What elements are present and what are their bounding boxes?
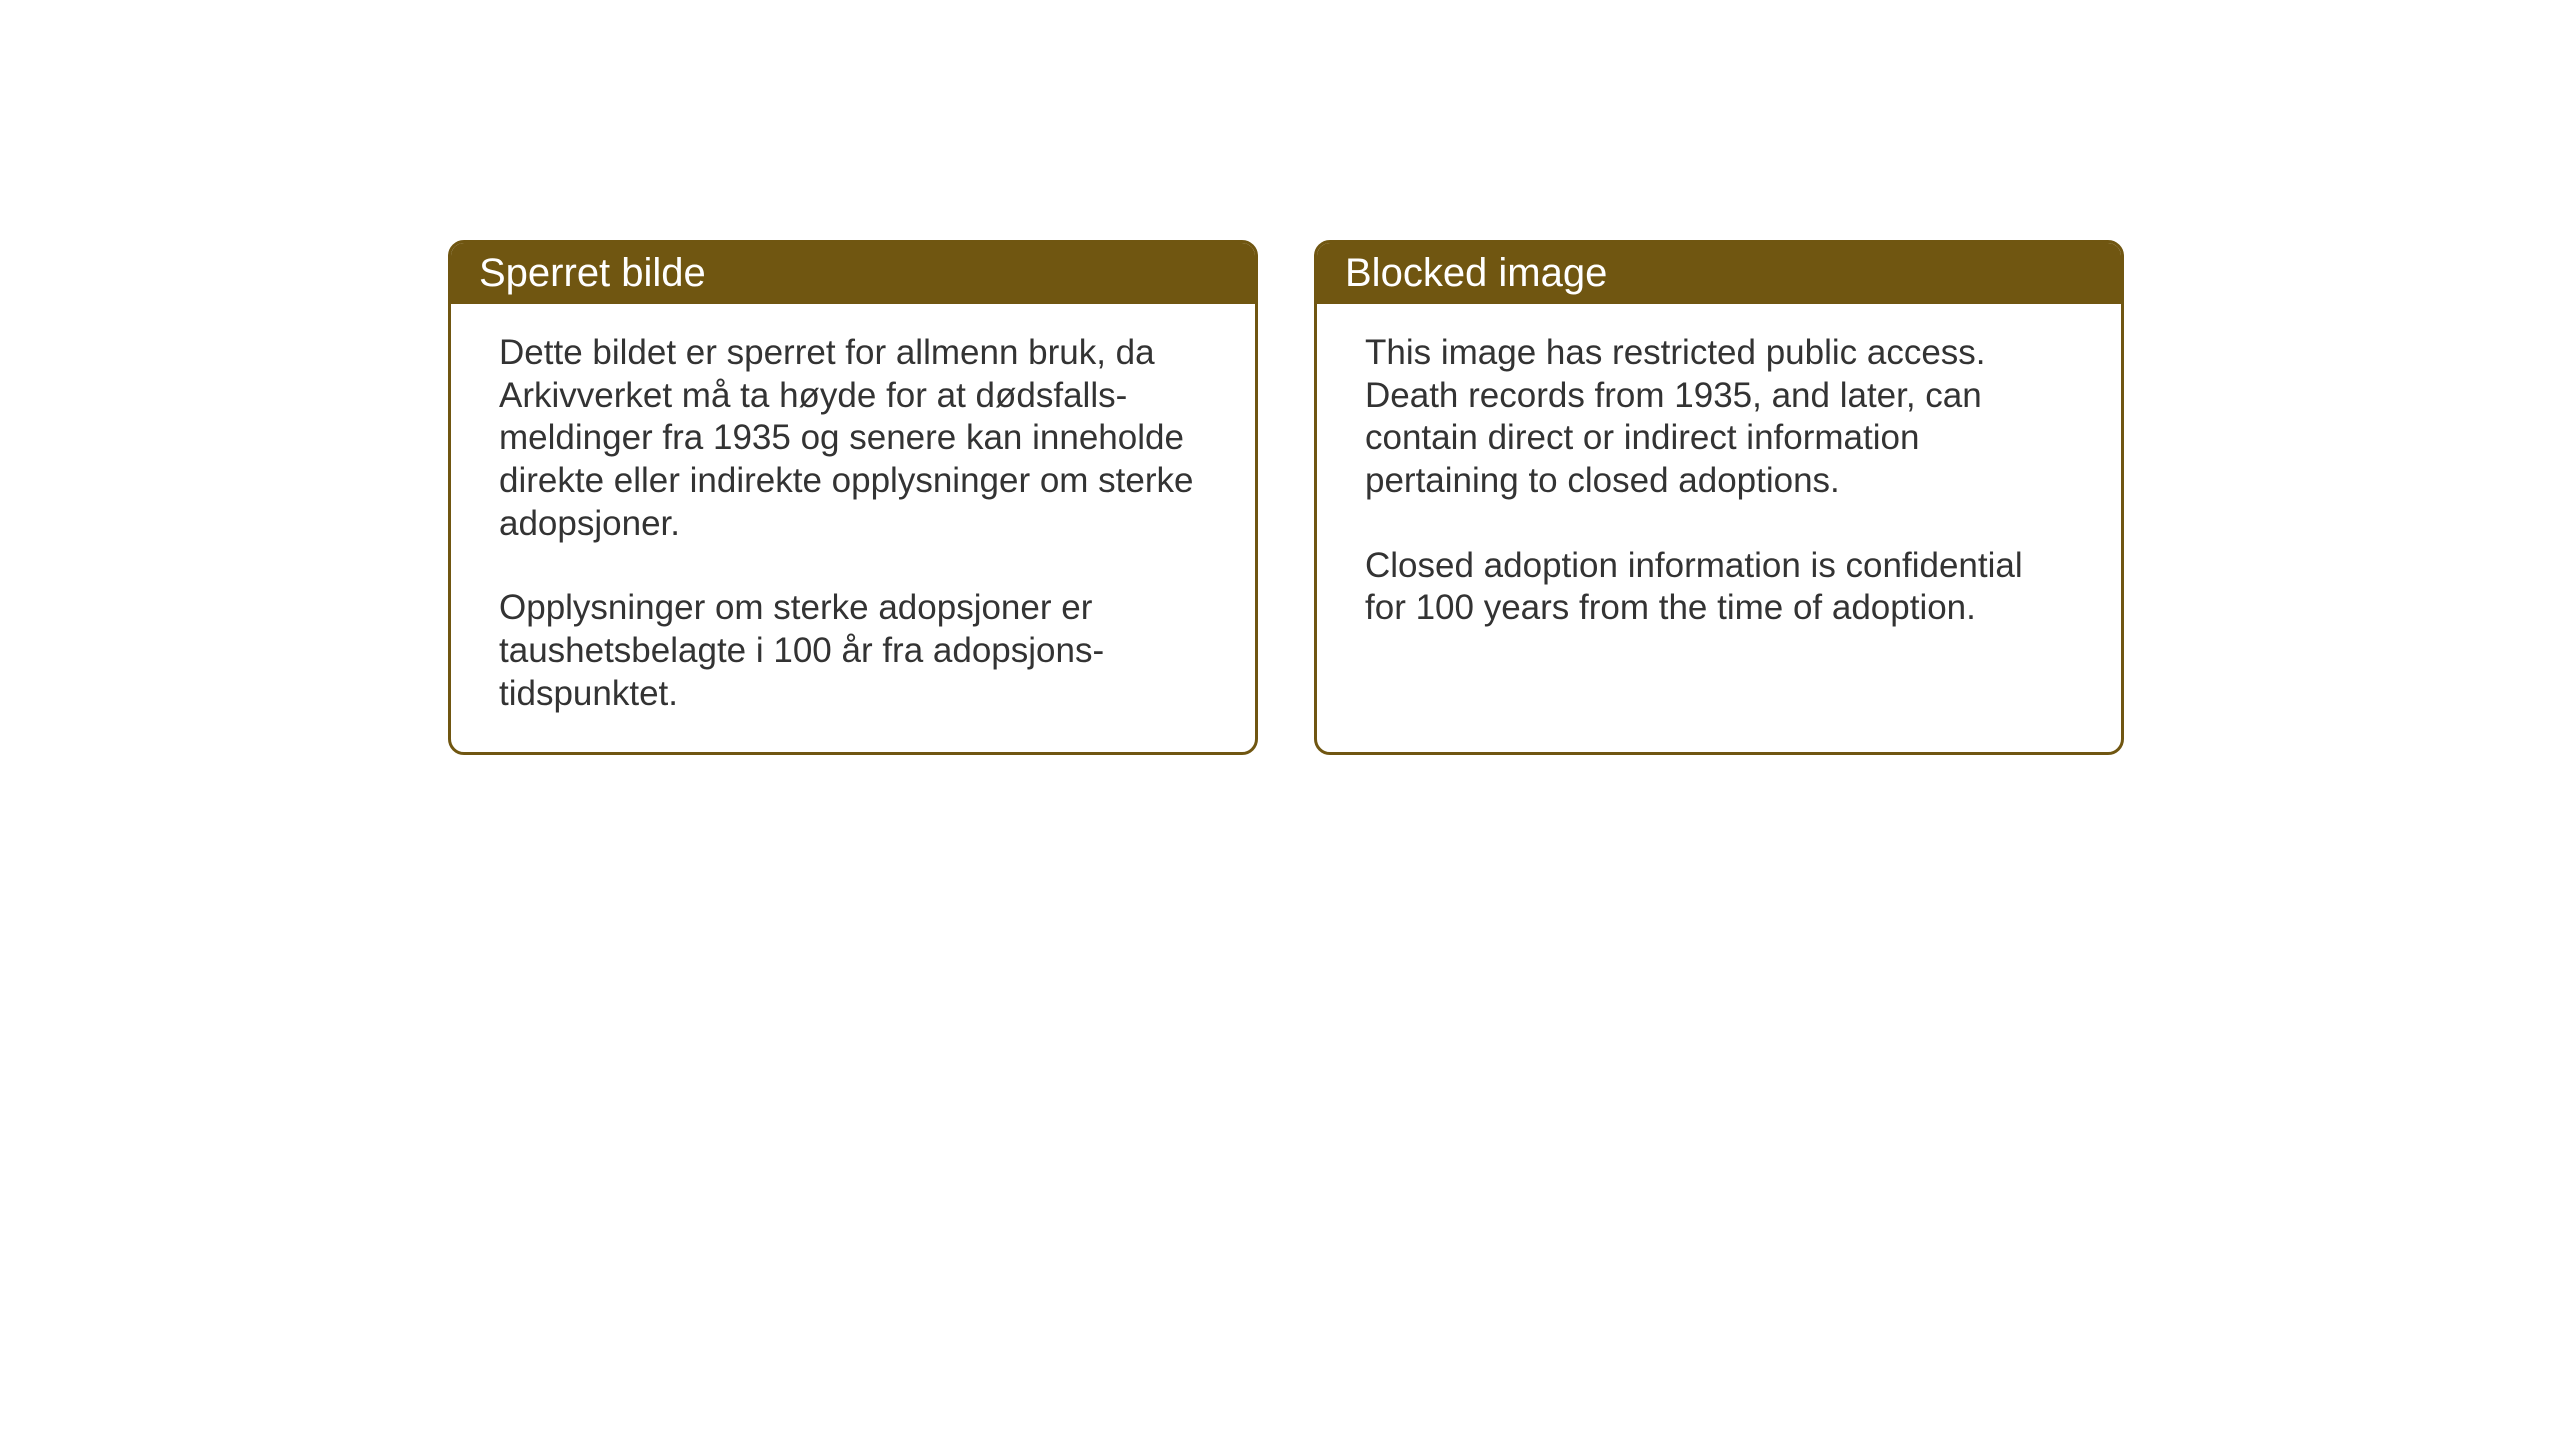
notice-paragraph-2-english: Closed adoption information is confident…	[1365, 545, 2073, 630]
notice-card-english: Blocked image This image has restricted …	[1314, 240, 2124, 755]
notice-body-english: This image has restricted public access.…	[1317, 304, 2121, 666]
notice-title-english: Blocked image	[1345, 251, 1607, 295]
notice-paragraph-1-english: This image has restricted public access.…	[1365, 332, 2073, 503]
notice-card-norwegian: Sperret bilde Dette bildet er sperret fo…	[448, 240, 1258, 755]
notice-paragraph-2-norwegian: Opplysninger om sterke adopsjoner er tau…	[499, 587, 1207, 715]
notice-header-english: Blocked image	[1317, 243, 2121, 304]
notice-header-norwegian: Sperret bilde	[451, 243, 1255, 304]
notice-body-norwegian: Dette bildet er sperret for allmenn bruk…	[451, 304, 1255, 752]
notice-container: Sperret bilde Dette bildet er sperret fo…	[448, 240, 2124, 755]
notice-title-norwegian: Sperret bilde	[479, 251, 706, 295]
notice-paragraph-1-norwegian: Dette bildet er sperret for allmenn bruk…	[499, 332, 1207, 545]
